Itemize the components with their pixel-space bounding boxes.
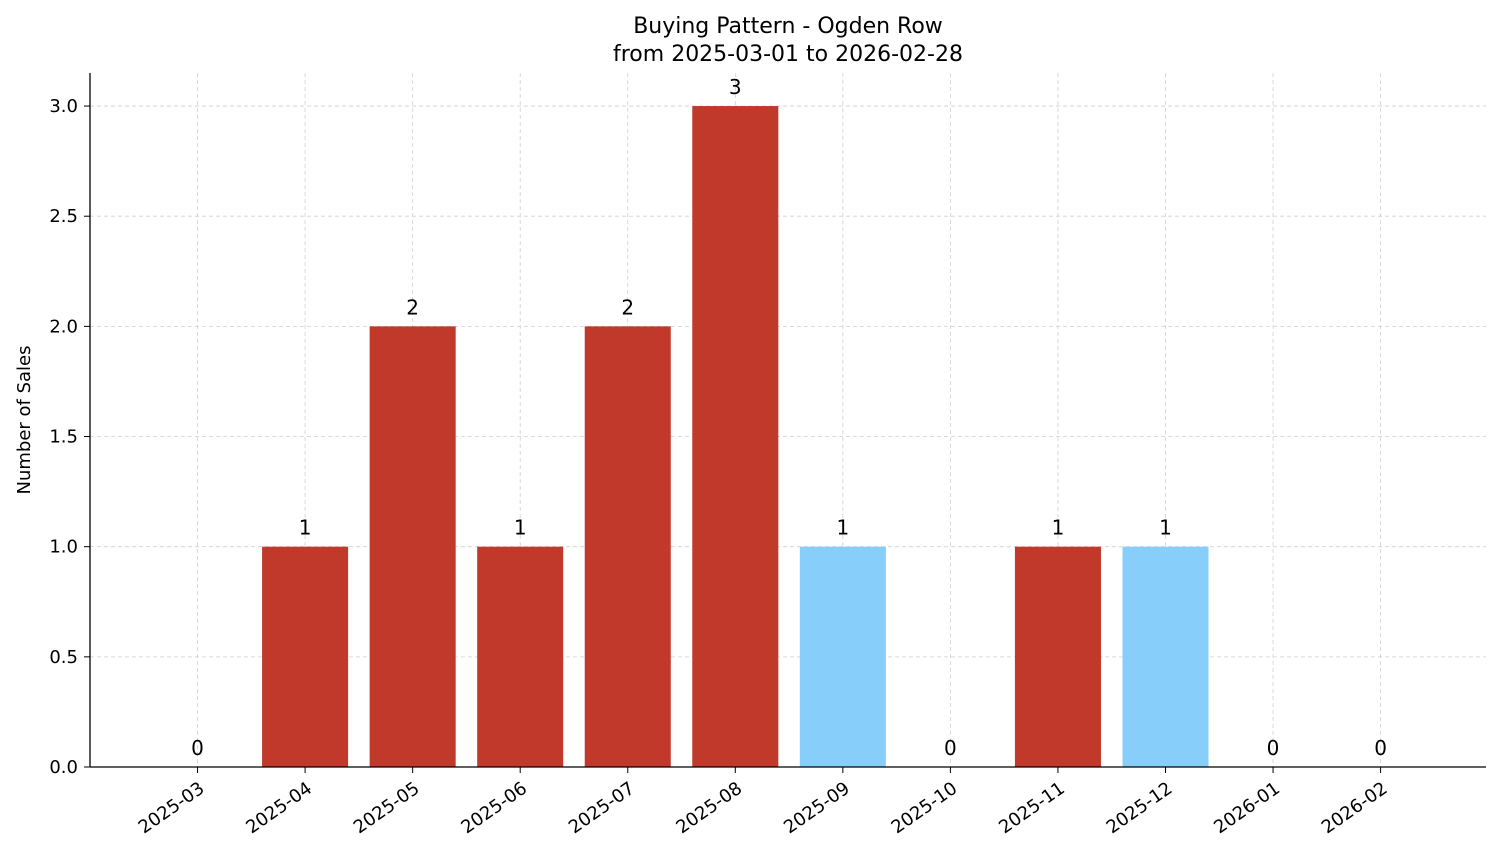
x-tick-label: 2026-01: [1210, 778, 1284, 838]
x-tick-label: 2025-09: [780, 778, 854, 838]
chart-title: Buying Pattern - Ogden Row: [633, 14, 943, 39]
y-tick-label: 0.5: [49, 647, 78, 668]
x-tick-label: 2025-12: [1103, 778, 1177, 838]
bar: [799, 546, 886, 767]
data-label: 2: [621, 295, 634, 319]
y-tick-label: 2.5: [49, 206, 78, 227]
data-label: 0: [944, 736, 957, 760]
x-tick-label: 2025-08: [673, 778, 747, 838]
x-tick-label: 2026-02: [1318, 778, 1392, 838]
data-label: 0: [1267, 736, 1280, 760]
bar: [262, 546, 349, 767]
x-tick-label: 2025-07: [565, 778, 639, 838]
x-tick-label: 2025-03: [135, 778, 209, 838]
y-tick-label: 2.0: [49, 316, 78, 337]
x-tick-label: 2025-05: [350, 778, 424, 838]
x-tick-label: 2025-04: [242, 778, 316, 838]
bar: [1122, 546, 1209, 767]
grid: [90, 73, 1486, 768]
data-labels: 0 1 2 1 2 3 1 0 1 1 0 0: [191, 75, 1387, 760]
y-tick-label: 1.5: [49, 427, 78, 448]
y-axis-label: Number of Sales: [14, 345, 35, 494]
x-tick-label: 2025-10: [888, 778, 962, 838]
data-label: 1: [514, 516, 527, 540]
x-tick-label: 2025-06: [457, 778, 531, 838]
data-label: 0: [191, 736, 204, 760]
y-tick-label: 0.0: [49, 757, 78, 778]
data-label: 2: [406, 295, 419, 319]
y-tick-label: 3.0: [49, 96, 78, 117]
x-tick-label: 2025-11: [995, 778, 1069, 838]
chart-subtitle: from 2025-03-01 to 2026-02-28: [613, 42, 963, 67]
data-label: 3: [729, 75, 742, 99]
data-label: 1: [836, 516, 849, 540]
bar: [369, 326, 456, 767]
data-label: 1: [299, 516, 312, 540]
bar: [692, 106, 779, 768]
bars: [262, 106, 1209, 768]
data-label: 1: [1052, 516, 1065, 540]
bar: [477, 546, 564, 767]
data-label: 0: [1374, 736, 1387, 760]
bar: [584, 326, 671, 767]
data-label: 1: [1159, 516, 1172, 540]
bar: [1014, 546, 1101, 767]
y-tick-label: 1.0: [49, 537, 78, 558]
